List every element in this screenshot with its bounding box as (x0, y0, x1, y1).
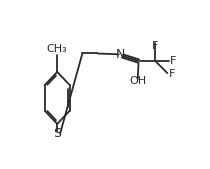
Text: F: F (152, 41, 159, 51)
Text: F: F (169, 69, 175, 79)
Text: OH: OH (129, 76, 146, 86)
Text: F: F (170, 56, 177, 66)
Text: CH₃: CH₃ (47, 44, 68, 54)
Text: N: N (116, 48, 126, 61)
Text: S: S (53, 127, 61, 140)
